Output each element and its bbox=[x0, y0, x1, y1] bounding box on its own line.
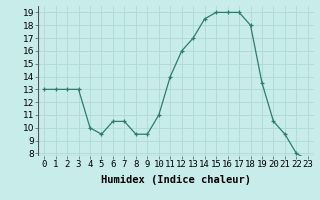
X-axis label: Humidex (Indice chaleur): Humidex (Indice chaleur) bbox=[101, 175, 251, 185]
